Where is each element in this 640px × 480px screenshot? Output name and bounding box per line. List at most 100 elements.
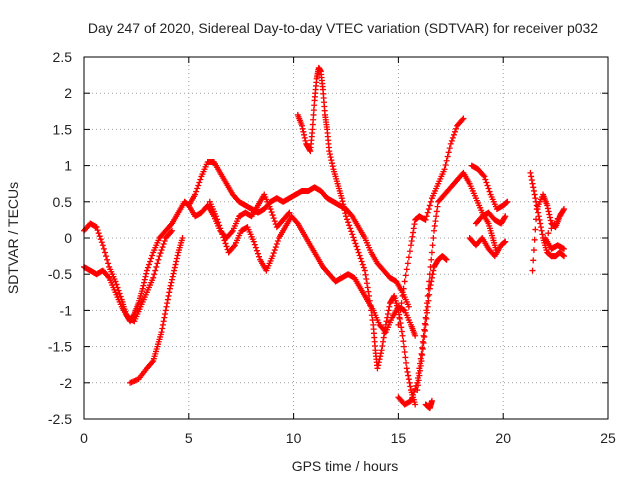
y-tick-label: 0.5 bbox=[53, 194, 73, 210]
data-point bbox=[406, 248, 413, 255]
data-point bbox=[162, 311, 169, 318]
data-point bbox=[268, 209, 275, 216]
data-point bbox=[301, 131, 308, 138]
data-point bbox=[385, 307, 392, 314]
data-point bbox=[411, 388, 418, 395]
data-point bbox=[96, 233, 103, 240]
data-point bbox=[353, 243, 360, 250]
data-point bbox=[376, 356, 383, 363]
data-point bbox=[416, 365, 423, 372]
data-point bbox=[256, 253, 263, 260]
data-point bbox=[179, 235, 186, 241]
series-track-8 bbox=[395, 115, 467, 328]
data-point bbox=[173, 258, 180, 265]
data-point bbox=[412, 385, 419, 392]
data-point bbox=[384, 314, 391, 321]
data-point bbox=[405, 372, 412, 379]
data-point bbox=[428, 397, 435, 404]
data-point bbox=[395, 321, 402, 328]
series-track-9 bbox=[395, 169, 500, 408]
data-point bbox=[352, 240, 359, 247]
data-point bbox=[219, 231, 226, 238]
data-point bbox=[143, 267, 150, 274]
data-point bbox=[359, 261, 366, 268]
data-point bbox=[162, 307, 169, 314]
data-point bbox=[425, 206, 432, 213]
data-point bbox=[400, 338, 407, 345]
data-point bbox=[167, 221, 174, 228]
data-point bbox=[403, 359, 410, 366]
data-point bbox=[547, 217, 554, 224]
data-point bbox=[196, 179, 203, 186]
data-point bbox=[453, 125, 460, 132]
x-axis-label: GPS time / hours bbox=[292, 458, 399, 474]
chart-title: Day 247 of 2020, Sidereal Day-to-day VTE… bbox=[88, 20, 598, 36]
data-point bbox=[410, 391, 417, 398]
data-point bbox=[407, 397, 414, 404]
data-point bbox=[535, 213, 542, 220]
y-axis-label: SDTVAR / TECUs bbox=[5, 182, 21, 294]
data-point bbox=[343, 213, 349, 220]
data-point bbox=[339, 198, 346, 205]
data-point bbox=[147, 258, 154, 265]
data-point bbox=[380, 338, 387, 345]
x-tick-label: 15 bbox=[391, 430, 407, 446]
data-point bbox=[446, 145, 453, 152]
data-point bbox=[427, 282, 434, 289]
data-point bbox=[529, 267, 536, 274]
data-point bbox=[433, 208, 440, 215]
data-point bbox=[530, 184, 537, 191]
data-point bbox=[369, 317, 376, 324]
series-track-4 bbox=[185, 158, 412, 310]
data-point bbox=[554, 215, 561, 222]
data-point bbox=[293, 219, 300, 226]
data-point bbox=[197, 176, 204, 183]
data-point bbox=[431, 222, 438, 229]
data-point bbox=[273, 241, 280, 248]
data-point bbox=[460, 115, 467, 122]
data-point bbox=[272, 244, 279, 251]
data-point bbox=[366, 292, 373, 299]
data-point bbox=[214, 216, 221, 223]
data-point bbox=[347, 225, 354, 232]
data-point bbox=[412, 332, 419, 339]
data-point bbox=[546, 211, 553, 218]
data-point bbox=[427, 263, 434, 270]
data-point bbox=[355, 249, 362, 256]
data-point bbox=[442, 161, 449, 168]
data-point bbox=[254, 250, 261, 257]
data-point bbox=[116, 290, 123, 297]
data-point bbox=[165, 292, 172, 299]
data-point bbox=[528, 173, 535, 180]
data-point bbox=[397, 307, 404, 314]
data-point bbox=[486, 188, 493, 195]
series-track-2 bbox=[81, 227, 176, 325]
series-track-3 bbox=[127, 235, 186, 386]
data-point bbox=[361, 267, 368, 274]
data-point bbox=[414, 379, 421, 386]
data-point bbox=[365, 288, 372, 295]
data-point bbox=[381, 330, 388, 337]
data-point bbox=[421, 320, 428, 327]
data-point bbox=[404, 368, 411, 375]
data-point bbox=[157, 250, 164, 257]
data-point bbox=[428, 274, 435, 281]
data-point bbox=[443, 157, 450, 164]
data-point bbox=[532, 226, 539, 233]
data-point bbox=[141, 276, 148, 283]
data-point bbox=[139, 285, 146, 292]
data-point bbox=[222, 240, 229, 247]
data-point bbox=[155, 256, 162, 263]
data-point bbox=[301, 134, 308, 141]
data-point bbox=[423, 307, 430, 314]
data-point bbox=[544, 205, 551, 212]
data-point bbox=[220, 234, 227, 241]
data-point bbox=[252, 244, 259, 251]
data-point bbox=[159, 321, 166, 328]
data-point bbox=[430, 267, 437, 274]
data-point bbox=[270, 215, 277, 222]
data-point bbox=[141, 279, 148, 286]
data-point bbox=[535, 209, 542, 216]
data-point bbox=[94, 227, 101, 234]
